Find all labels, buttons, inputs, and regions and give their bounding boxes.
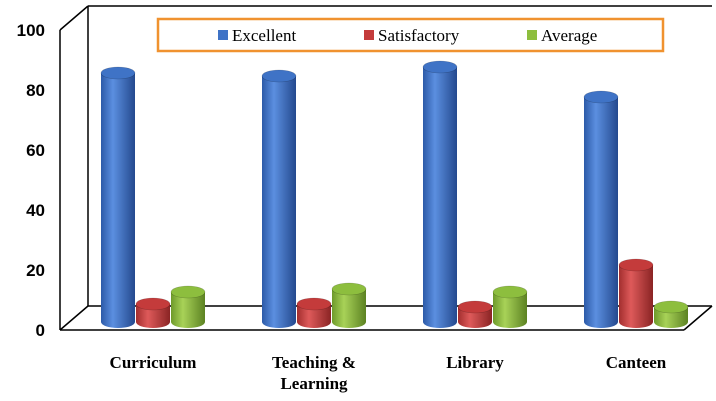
bar-body (619, 265, 653, 328)
bar-body (332, 289, 366, 328)
bar-average-3 (653, 300, 689, 328)
y-tick-label: 60 (26, 141, 45, 160)
legend-item-average: Average (527, 26, 597, 45)
y-axis-ticks: 0 20 40 60 80 100 (17, 21, 45, 340)
bar-excellent-3 (583, 90, 619, 328)
side-wall-top-edge (59, 5, 89, 31)
y-tick-label: 80 (26, 81, 45, 100)
bar-excellent-1 (261, 69, 297, 328)
bar-top (296, 297, 332, 311)
bar-body (584, 97, 618, 328)
y-tick-label: 40 (26, 201, 45, 220)
bar-top (100, 66, 136, 80)
bar-satisfactory-1 (296, 297, 332, 328)
bar-average-2 (492, 285, 528, 328)
floor-side-edge (59, 305, 89, 331)
y-tick-label: 100 (17, 21, 45, 40)
x-tick-label: Curriculum (110, 353, 197, 372)
bar-satisfactory-3 (618, 258, 654, 328)
x-tick-label: Canteen (606, 353, 667, 372)
legend-label: Average (541, 26, 597, 45)
bar-body (493, 292, 527, 328)
bar-body (136, 304, 170, 328)
bar-body (458, 307, 492, 328)
legend-label: Satisfactory (378, 26, 460, 45)
bar-body (423, 67, 457, 328)
bar-excellent-2 (422, 60, 458, 328)
bar-average-1 (331, 282, 367, 328)
bar-top (618, 258, 654, 272)
legend-swatch (527, 30, 537, 40)
bar-body (297, 304, 331, 328)
legend-box (156, 17, 665, 53)
bar-excellent-0 (100, 66, 136, 328)
y-tick-label: 0 (36, 321, 45, 340)
bar-top (170, 285, 206, 299)
bar-body (171, 292, 205, 328)
legend-item-excellent: Excellent (218, 26, 296, 45)
bar-top (422, 60, 458, 74)
bar-top (261, 69, 297, 83)
bar-top (492, 285, 528, 299)
bar-average-0 (170, 285, 206, 328)
legend-label: Excellent (232, 26, 296, 45)
legend-item-satisfactory: Satisfactory (364, 26, 460, 45)
y-tick-label: 20 (26, 261, 45, 280)
floor-right-edge (683, 305, 713, 331)
bar-top (653, 300, 689, 314)
bar-body (101, 73, 135, 328)
bar-satisfactory-0 (135, 297, 171, 328)
x-tick-label: Teaching & (272, 353, 356, 372)
bar-satisfactory-2 (457, 300, 493, 328)
x-tick-label: Learning (280, 374, 348, 393)
bar-body (654, 307, 688, 328)
x-axis-ticks: Curriculum Teaching & Learning Library Cante… (110, 353, 667, 393)
bar-top (583, 90, 619, 104)
bar-series (100, 60, 689, 328)
bar-body (262, 76, 296, 328)
bar-top (457, 300, 493, 314)
legend-swatch (218, 30, 228, 40)
legend: Excellent Satisfactory Average (156, 17, 665, 53)
legend-swatch (364, 30, 374, 40)
x-tick-label: Library (446, 353, 504, 372)
bar-top (331, 282, 367, 296)
bar-top (135, 297, 171, 311)
